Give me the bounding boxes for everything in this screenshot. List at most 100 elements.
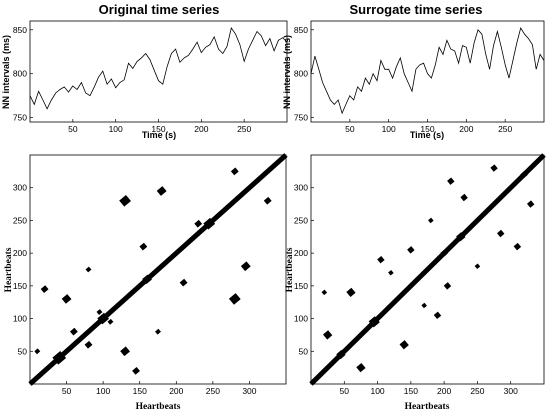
recurrence-block	[336, 349, 346, 360]
main-diagonal	[28, 153, 288, 386]
recurrence-points	[309, 153, 546, 386]
x-tick-label: 200	[437, 386, 451, 396]
recurrence-block	[526, 200, 535, 208]
recurrence-block	[433, 311, 442, 320]
recurrence-block	[520, 170, 528, 179]
recurrence-block	[61, 294, 72, 304]
series-line	[29, 27, 288, 110]
x-tick-label: 300	[504, 386, 518, 396]
recurrence-block	[194, 219, 203, 228]
recurrence-block	[263, 196, 272, 205]
recurrence-block	[456, 232, 466, 242]
plot-frame	[310, 20, 545, 123]
y-tick-label: 800	[294, 69, 308, 79]
x-tick-label: 150	[151, 124, 165, 134]
tick-labels: 50 100 150 200 250 300 50 100 150 200 250 300	[13, 183, 257, 396]
recurrence-block	[84, 340, 93, 349]
x-tick-label: 50	[68, 124, 78, 134]
x-tick-label: 150	[420, 124, 434, 134]
tick-labels: 50 100 150 200 250 750 800 850	[294, 25, 513, 134]
recurrence-block	[119, 194, 131, 207]
recurrence-block	[179, 278, 188, 287]
y-tick-label: 250	[294, 215, 308, 225]
y-tick-label: 300	[13, 183, 27, 193]
plot-frame	[29, 154, 287, 385]
recurrence-block	[428, 217, 434, 224]
recurrence-block	[421, 302, 427, 309]
plot-frame	[310, 154, 545, 385]
x-axis-label: Heartbeats	[136, 402, 181, 412]
recurrence-block	[96, 309, 103, 315]
x-tick-label: 50	[345, 124, 355, 134]
recurrence-block	[443, 282, 452, 290]
y-tick-label: 300	[294, 183, 308, 193]
x-tick-label: 150	[404, 386, 418, 396]
y-axis-label: Heartbeats	[285, 247, 295, 292]
x-tick-label: 250	[237, 124, 251, 134]
original-time-series-panel: Original time series 50 100 150 200 250 750 80…	[1, 2, 288, 140]
recurrence-block	[156, 186, 167, 196]
y-tick-label: 150	[13, 281, 27, 291]
x-tick-label: 50	[340, 386, 350, 396]
recurrence-block	[85, 266, 92, 273]
x-tick-label: 100	[109, 124, 123, 134]
recurrence-block	[460, 193, 468, 202]
x-tick-label: 300	[242, 386, 256, 396]
tick-labels: 50 100 150 200 250 300 50 100 150 200 250 300	[294, 183, 518, 396]
plot-frame	[29, 20, 288, 123]
recurrence-block	[40, 285, 49, 294]
main-diagonal	[309, 153, 546, 386]
recurrence-block	[356, 362, 366, 373]
series-line	[310, 27, 545, 115]
x-tick-label: 100	[382, 124, 396, 134]
recurrence-block	[321, 289, 328, 296]
recurrence-block	[139, 242, 148, 251]
panel-title: Original time series	[99, 2, 220, 17]
recurrence-block	[388, 269, 394, 276]
y-tick-label: 850	[294, 25, 308, 35]
recurrence-block	[203, 217, 216, 230]
recurrence-block	[513, 242, 522, 251]
y-tick-label: 200	[13, 248, 27, 258]
y-tick-label: 50	[299, 346, 309, 356]
y-tick-label: 150	[294, 281, 308, 291]
panel-title: Surrogate time series	[350, 2, 483, 17]
nn-interval-line	[29, 27, 288, 110]
x-axis-label: Time (s)	[142, 130, 176, 140]
y-axis-label: NN intervals (ms)	[282, 35, 292, 109]
original-recurrence-plot-panel: 50 100 150 200 250 300 50 100 150 200 250 300 Heart…	[4, 153, 288, 412]
x-tick-label: 250	[498, 124, 512, 134]
recurrence-block	[107, 318, 114, 325]
recurrence-block	[447, 177, 455, 185]
recurrence-block	[490, 164, 498, 172]
recurrence-block	[69, 327, 78, 336]
recurrence-block	[346, 287, 356, 298]
recurrence-block	[440, 249, 448, 257]
surrogate-time-series-panel: Surrogate time series 50 100 150 200 250 750 8…	[282, 2, 545, 140]
x-tick-label: 250	[470, 386, 484, 396]
recurrence-block	[34, 348, 41, 355]
recurrence-points	[28, 153, 288, 386]
y-tick-label: 850	[13, 25, 27, 35]
x-tick-label: 100	[96, 386, 110, 396]
recurrence-block	[399, 340, 409, 350]
recurrence-block	[52, 351, 67, 365]
x-tick-label: 100	[370, 386, 384, 396]
surrogate-recurrence-plot-panel: 50 100 150 200 250 300 50 100 150 200 250 300 Heart…	[285, 153, 546, 412]
y-axis-label: NN intervals (ms)	[1, 35, 11, 109]
recurrence-block	[228, 293, 241, 305]
x-tick-label: 200	[459, 124, 473, 134]
recurrence-block	[230, 167, 239, 176]
y-tick-label: 200	[294, 248, 308, 258]
recurrence-block	[474, 263, 481, 270]
recurrence-block	[142, 274, 152, 285]
recurrence-block	[132, 367, 140, 375]
x-tick-label: 250	[206, 386, 220, 396]
y-tick-label: 750	[294, 113, 308, 123]
recurrence-block	[377, 255, 385, 264]
recurrence-block	[155, 328, 161, 335]
y-tick-label: 100	[13, 314, 27, 324]
nn-interval-line	[310, 27, 545, 115]
tick-labels: 50 100 150 200 250 750 800 850	[13, 25, 252, 134]
